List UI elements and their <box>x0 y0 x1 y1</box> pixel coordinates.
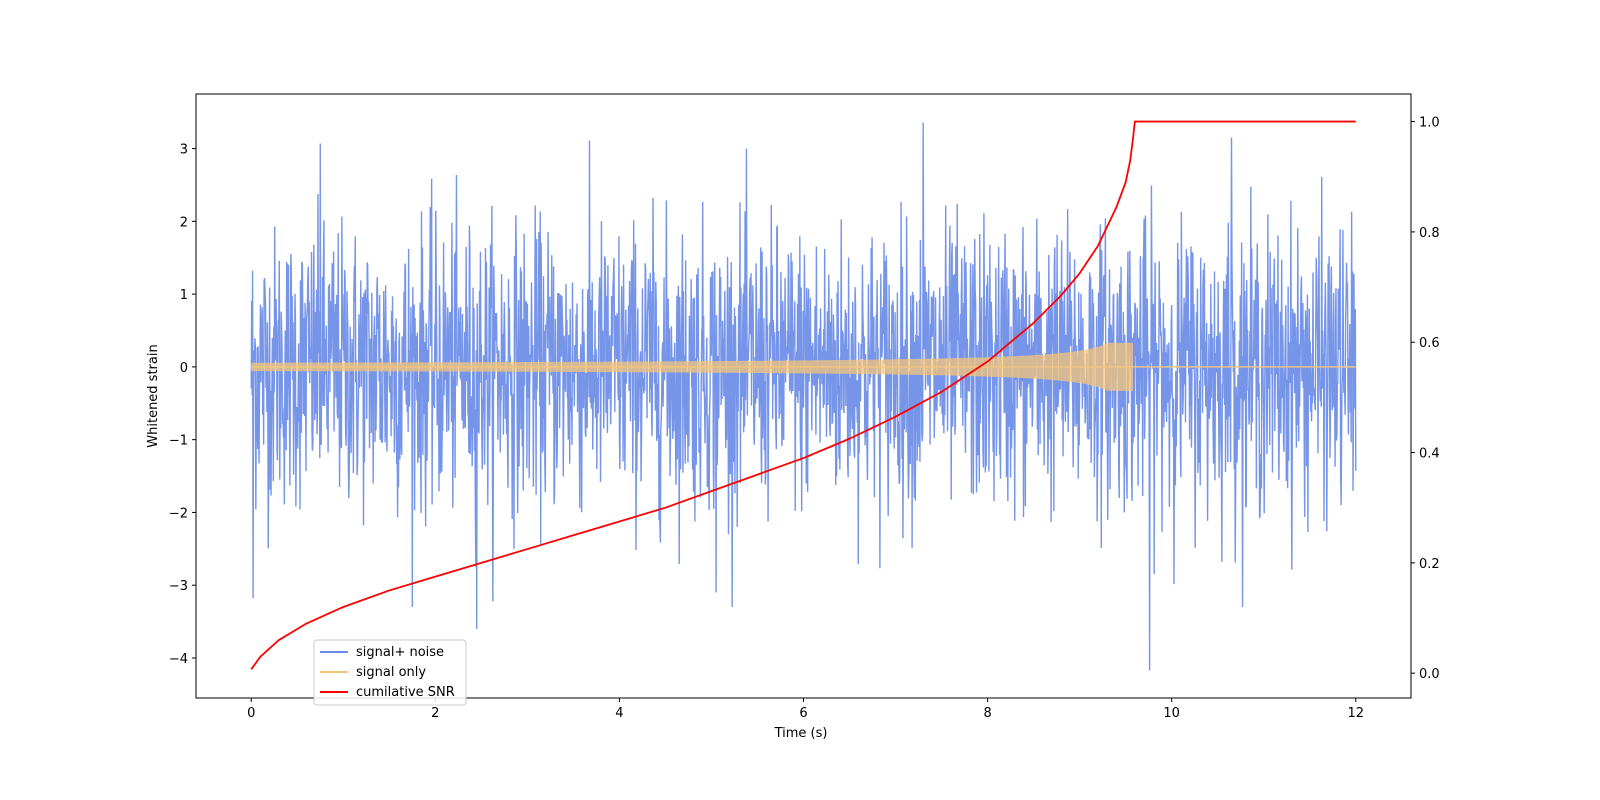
y-tick-label: −2 <box>169 506 188 521</box>
series-layer <box>250 120 1357 671</box>
x-tick-label: 8 <box>983 706 991 721</box>
plot-area <box>250 120 1357 671</box>
y-tick-label: −3 <box>169 579 188 594</box>
x-tick-label: 10 <box>1163 706 1180 721</box>
series-signal-noise <box>250 122 1357 671</box>
legend-box <box>313 639 467 706</box>
y-axis-left: −4 −3 −2 −1 0 1 2 3 <box>169 143 196 667</box>
legend-label-signal-only: signal only <box>356 665 426 680</box>
y2-tick-label: 0.6 <box>1419 336 1440 351</box>
legend-label-signal-noise: signal+ noise <box>356 645 444 660</box>
y2-tick-label: 0.0 <box>1419 667 1440 682</box>
series-cumulative-snr <box>250 120 1356 670</box>
x-tick-label: 12 <box>1347 706 1364 721</box>
legend-label-cumulative-snr: cumilative SNR <box>356 685 455 700</box>
x-tick-label: 0 <box>247 706 255 721</box>
y2-tick-label: 0.8 <box>1419 226 1440 241</box>
y-tick-label: 3 <box>180 143 188 158</box>
x-axis-label: Time (s) <box>774 726 828 741</box>
y-axis-right: 0.0 0.2 0.4 0.6 0.8 1.0 <box>1411 116 1440 682</box>
x-tick-label: 6 <box>799 706 807 721</box>
y-tick-label: −1 <box>169 434 188 449</box>
y2-tick-label: 0.4 <box>1419 447 1440 462</box>
legend: signal+ noise signal only cumilative SNR <box>313 639 467 706</box>
x-tick-label: 4 <box>615 706 623 721</box>
y2-tick-label: 0.2 <box>1419 557 1440 572</box>
y2-tick-label: 1.0 <box>1419 116 1440 131</box>
y-tick-label: 2 <box>180 215 188 230</box>
y-tick-label: −4 <box>169 652 188 667</box>
x-tick-label: 2 <box>431 706 439 721</box>
y-tick-label: 1 <box>180 288 188 303</box>
y-axis-label: Whitened strain <box>146 344 161 447</box>
y-tick-label: 0 <box>180 361 188 376</box>
